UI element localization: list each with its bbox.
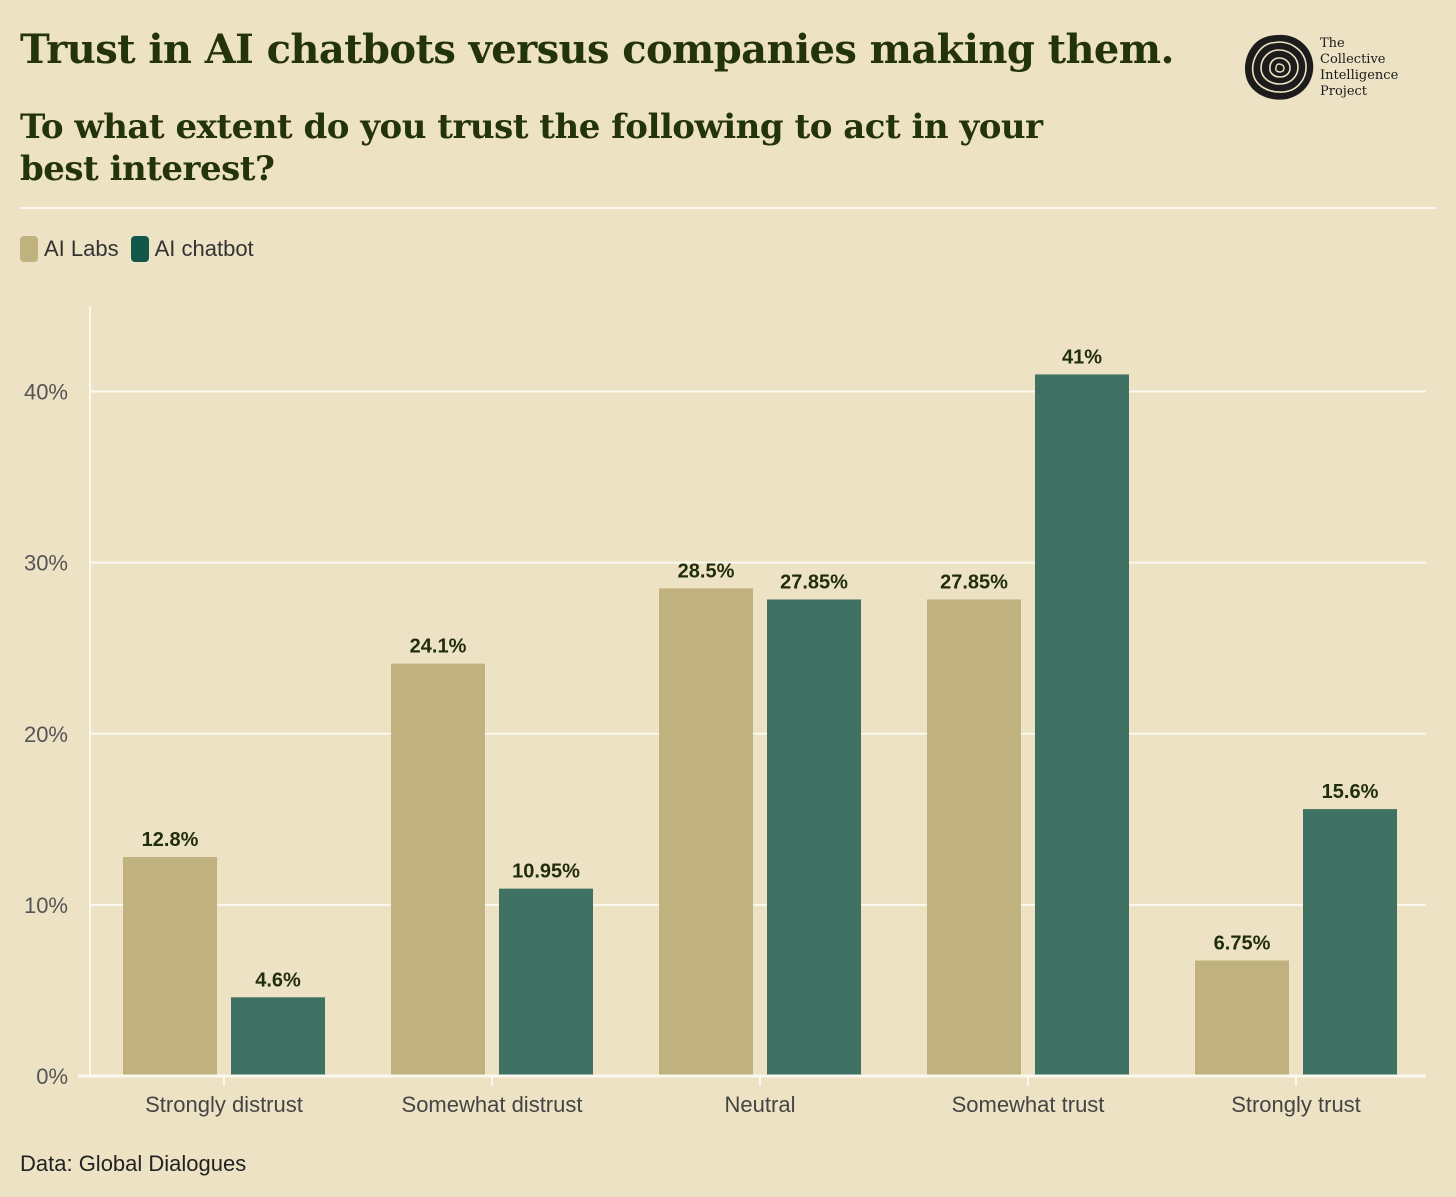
legend-label-ai-chatbot: AI chatbot (154, 236, 254, 261)
x-tick-label: Somewhat trust (952, 1092, 1105, 1117)
legend-swatch-ai-labs (20, 236, 38, 262)
bar-ai-chatbot (499, 888, 593, 1076)
y-tick-label: 30% (24, 551, 68, 576)
legend-item-ai-chatbot: AI chatbot (130, 236, 254, 262)
bar-ai-chatbot (767, 599, 861, 1076)
data-label-ai-chatbot: 41% (1062, 346, 1102, 368)
x-tick-label: Strongly trust (1231, 1092, 1361, 1117)
logo-line: Project (1320, 84, 1368, 99)
logo-wordmark: The Collective Intelligence Project (1320, 36, 1450, 100)
legend-swatch-ai-chatbot (130, 236, 149, 262)
data-label-ai-labs: 27.85% (940, 571, 1008, 593)
bar-ai-labs (123, 856, 217, 1076)
data-label-ai-chatbot: 10.95% (512, 861, 580, 883)
y-tick-label: 0% (36, 1064, 68, 1089)
bar-ai-chatbot (1035, 374, 1129, 1076)
data-label-ai-labs: 28.5% (678, 560, 735, 582)
data-label-ai-labs: 12.8% (142, 829, 199, 851)
data-label-ai-labs: 6.75% (1214, 933, 1271, 955)
data-label-ai-labs: 24.1% (410, 636, 467, 658)
x-tick-label: Somewhat distrust (402, 1092, 583, 1117)
logo-line: Intelligence (1320, 68, 1399, 83)
x-tick-label: Strongly distrust (145, 1092, 303, 1117)
bar-ai-labs (391, 663, 485, 1076)
chart-legend: AI Labs AI chatbot (20, 236, 266, 262)
chart-subtitle: To what extent do you trust the followin… (20, 107, 1043, 189)
logo-line: Collective (1320, 52, 1386, 67)
legend-item-ai-labs: AI Labs (20, 236, 119, 262)
bar-ai-labs (927, 599, 1021, 1076)
data-label-ai-chatbot: 27.85% (780, 571, 848, 593)
y-tick-label: 40% (24, 380, 68, 405)
data-label-ai-chatbot: 15.6% (1322, 781, 1379, 803)
tree-rings-logo-icon (1244, 34, 1314, 100)
bar-ai-labs (659, 588, 753, 1076)
data-source-note: Data: Global Dialogues (20, 1151, 247, 1176)
bar-ai-chatbot (1303, 809, 1397, 1076)
bar-ai-chatbot (231, 997, 325, 1076)
bar-ai-labs (1195, 960, 1289, 1076)
header-divider (20, 207, 1436, 209)
y-tick-label: 10% (24, 893, 68, 918)
chart-title: Trust in AI chatbots versus companies ma… (20, 26, 1174, 73)
logo-line: The (1320, 36, 1345, 51)
legend-label-ai-labs: AI Labs (44, 236, 119, 261)
y-tick-label: 20% (24, 722, 68, 747)
data-label-ai-chatbot: 4.6% (255, 969, 301, 991)
x-tick-label: Neutral (725, 1092, 796, 1117)
